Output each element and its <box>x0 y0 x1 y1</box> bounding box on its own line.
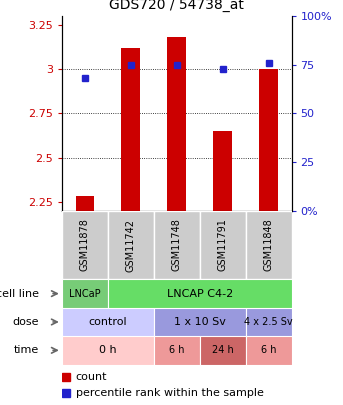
Bar <box>154 336 200 364</box>
Text: GSM11742: GSM11742 <box>126 219 136 271</box>
Text: GSM11748: GSM11748 <box>172 219 182 271</box>
Bar <box>108 279 292 308</box>
Bar <box>62 336 154 364</box>
Bar <box>200 336 246 364</box>
Text: GSM11878: GSM11878 <box>80 219 90 271</box>
Text: 6 h: 6 h <box>261 345 276 355</box>
Bar <box>121 48 140 211</box>
Bar <box>75 196 94 211</box>
Bar <box>62 308 154 336</box>
Title: GDS720 / 54738_at: GDS720 / 54738_at <box>109 0 244 13</box>
Bar <box>259 69 278 211</box>
Text: GSM11848: GSM11848 <box>263 219 274 271</box>
Bar <box>154 211 200 279</box>
Text: cell line: cell line <box>0 289 39 298</box>
Text: 24 h: 24 h <box>212 345 234 355</box>
Text: LNCAP C4-2: LNCAP C4-2 <box>166 289 233 298</box>
Text: percentile rank within the sample: percentile rank within the sample <box>75 388 263 398</box>
Bar <box>246 308 292 336</box>
Text: 4 x 2.5 Sv: 4 x 2.5 Sv <box>244 317 293 327</box>
Bar <box>246 336 292 364</box>
Text: dose: dose <box>12 317 39 327</box>
Bar <box>108 211 154 279</box>
Text: 0 h: 0 h <box>99 345 117 355</box>
Bar <box>167 37 186 211</box>
Bar <box>154 308 246 336</box>
Text: 1 x 10 Sv: 1 x 10 Sv <box>174 317 226 327</box>
Text: GSM11791: GSM11791 <box>217 219 228 271</box>
Text: LNCaP: LNCaP <box>69 289 100 298</box>
Bar <box>213 131 232 211</box>
Text: count: count <box>75 372 107 382</box>
Bar <box>200 211 246 279</box>
Text: 6 h: 6 h <box>169 345 185 355</box>
Bar <box>62 279 108 308</box>
Text: time: time <box>13 345 39 355</box>
Bar <box>246 211 292 279</box>
Text: control: control <box>88 317 127 327</box>
Bar <box>62 211 108 279</box>
